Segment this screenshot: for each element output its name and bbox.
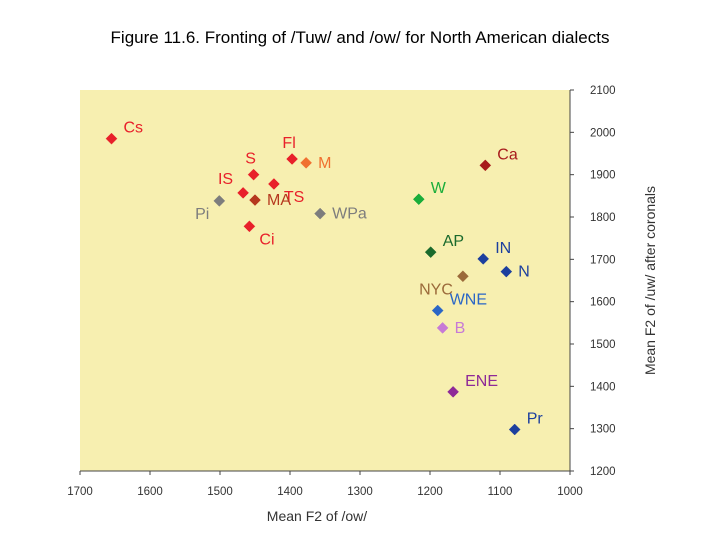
x-axis-ticks: 1700 1600 1500 1400 1300 1200 1100 1000 xyxy=(67,471,583,498)
y-axis-title: Mean F2 of /uw/ after coronals xyxy=(642,186,658,375)
point-marker-in xyxy=(477,253,490,265)
x-tick-label: 1300 xyxy=(347,486,373,498)
x-tick-label: 1600 xyxy=(137,486,163,498)
point-label-ts: TS xyxy=(284,189,304,206)
y-tick-label: 1300 xyxy=(590,424,616,436)
point-label-pr: Pr xyxy=(527,411,544,428)
x-tick-label: 1500 xyxy=(207,486,233,498)
plot-background xyxy=(80,90,570,471)
figure-title: Figure 11.6. Fronting of /Tuw/ and /ow/ … xyxy=(110,28,610,47)
point-marker-ci xyxy=(243,220,256,233)
point-label-ci: Ci xyxy=(259,231,274,248)
point-marker-w xyxy=(412,193,425,206)
x-tick-label: 1200 xyxy=(417,486,443,498)
point-label-ca: Ca xyxy=(497,146,518,163)
y-tick-label: 1500 xyxy=(590,339,616,351)
point-label-ap: AP xyxy=(443,233,464,250)
point-marker-cs xyxy=(105,132,118,145)
point-label-nyc: NYC xyxy=(419,281,453,298)
point-marker-wpa xyxy=(314,207,326,220)
y-tick-label: 1200 xyxy=(590,466,616,478)
point-marker-ma xyxy=(249,194,261,206)
point-label-ene: ENE xyxy=(465,373,498,390)
point-marker-fl xyxy=(286,153,298,165)
point-label-n: N xyxy=(518,264,530,281)
point-marker-b xyxy=(436,322,449,334)
x-tick-label: 1000 xyxy=(557,486,583,498)
x-tick-label: 1100 xyxy=(488,486,513,498)
x-tick-label: 1400 xyxy=(277,486,303,498)
point-marker-ene xyxy=(447,385,459,398)
point-label-wpa: WPa xyxy=(332,206,367,223)
y-tick-label: 1900 xyxy=(590,170,616,182)
point-marker-n xyxy=(500,265,513,278)
point-marker-ca xyxy=(479,159,492,172)
y-tick-label: 2100 xyxy=(590,85,616,97)
y-tick-label: 1400 xyxy=(590,381,616,393)
point-label-is: IS xyxy=(218,171,233,188)
point-label-m: M xyxy=(318,155,331,172)
x-tick-label: 1700 xyxy=(67,486,93,498)
y-tick-label: 2000 xyxy=(590,127,616,139)
point-label-s: S xyxy=(245,151,256,168)
x-axis-title: Mean F2 of /ow/ xyxy=(267,508,367,524)
point-marker-pr xyxy=(508,423,521,436)
point-label-pi: Pi xyxy=(195,206,209,223)
point-marker-ap xyxy=(424,246,437,258)
point-label-b: B xyxy=(455,320,466,337)
point-marker-wne xyxy=(431,304,444,317)
point-marker-pi xyxy=(213,195,226,207)
point-label-ma: MA xyxy=(267,192,291,209)
point-marker-is xyxy=(237,187,249,199)
point-marker-ts xyxy=(268,178,280,190)
point-marker-m xyxy=(300,156,312,169)
point-label-in: IN xyxy=(495,240,511,257)
point-marker-s xyxy=(247,168,260,181)
point-label-fl: Fl xyxy=(282,135,295,152)
point-label-w: W xyxy=(431,180,447,197)
y-axis-ticks: 1200 1300 1400 1500 1600 1700 1800 1900 2000 2100 xyxy=(570,85,616,478)
point-marker-nyc xyxy=(457,270,469,283)
point-label-cs: Cs xyxy=(124,120,144,137)
y-tick-label: 1600 xyxy=(590,297,616,309)
y-tick-label: 1700 xyxy=(590,254,616,266)
point-label-wne: WNE xyxy=(450,292,487,309)
y-tick-label: 1800 xyxy=(590,212,616,224)
